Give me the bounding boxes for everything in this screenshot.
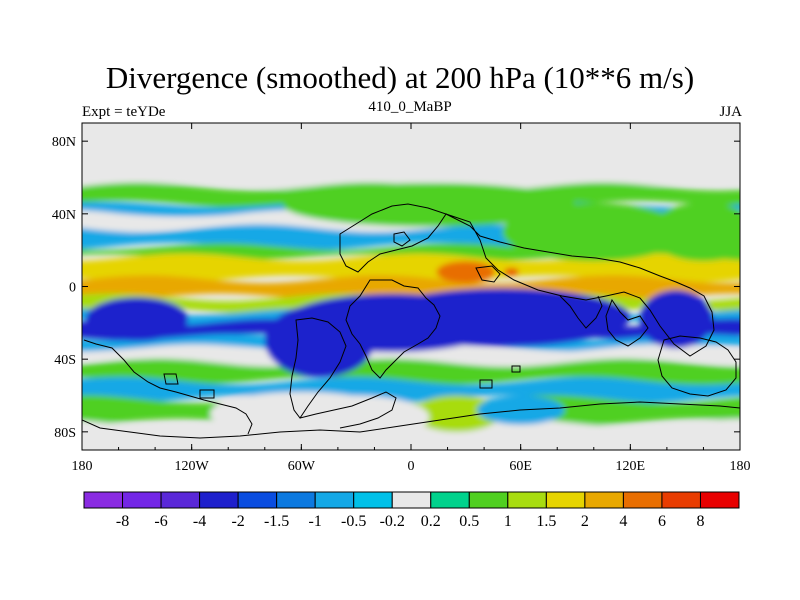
colorbar-swatch [699, 491, 740, 509]
colorbar-swatch [507, 491, 547, 509]
contour-feature [283, 395, 430, 440]
y-tick-label: 0 [69, 281, 76, 296]
experiment-label: Expt = teYDe [82, 104, 166, 120]
colorbar-label: -6 [154, 513, 167, 530]
colorbar-label: 8 [696, 513, 704, 530]
coastline-europe [339, 203, 447, 273]
contour-feature [412, 395, 501, 432]
colorbar-label: -1 [309, 513, 322, 530]
page-title: Divergence (smoothed) at 200 hPa (10**6 … [105, 60, 695, 95]
contour-feature [436, 261, 496, 283]
contour-feature [85, 297, 189, 342]
coastline-central-america [83, 339, 253, 435]
colorbar-label: 4 [619, 513, 627, 530]
colorbar: -8 -6 -4 -2 -1.5 -1 -0.5 -0.2 0.2 0.5 1 1.5 2 4 6 8 [83, 491, 740, 530]
coastline-asia [445, 213, 715, 357]
contour-band [82, 123, 740, 191]
x-tick-label: 180 [72, 459, 93, 474]
x-tick-label: 180 [730, 459, 751, 474]
x-tick-label: 120W [175, 459, 210, 474]
colorbar-swatch [661, 491, 701, 509]
colorbar-label: -2 [231, 513, 244, 530]
contour-feature [504, 268, 519, 276]
colorbar-swatch [353, 491, 393, 509]
contour-feature [648, 202, 740, 262]
contour-field [82, 123, 740, 450]
contour-feature [374, 288, 631, 347]
x-tick-label: 60W [288, 459, 316, 474]
contour-feature [502, 202, 686, 262]
colorbar-swatch [160, 491, 201, 509]
colorbar-swatch [584, 491, 624, 509]
coastline-maritime-continent [605, 298, 649, 347]
contour-feature [283, 182, 576, 227]
time-period-label: 410_0_MaBP [368, 99, 452, 115]
colorbar-label: -1.5 [264, 513, 289, 530]
coastline-africa [345, 279, 441, 379]
colorbar-label: 2 [581, 513, 589, 530]
colorbar-label: 0.2 [421, 513, 441, 530]
colorbar-label: -4 [193, 513, 206, 530]
coastline-greenland [393, 231, 411, 247]
coastline-australia [657, 335, 737, 397]
colorbar-swatch [622, 491, 663, 509]
colorbar-label: 1 [504, 513, 512, 530]
contour-band [82, 253, 740, 284]
x-tick-label: 0 [408, 459, 415, 474]
coastline-pacific-islands [163, 365, 521, 399]
season-label: JJA [719, 104, 742, 120]
y-tick-label: 80S [54, 426, 76, 441]
map-area: 180 120W 60W 0 60E 120E 180 80N 40N 0 40S 80S [52, 122, 751, 474]
y-tick-label: 40S [54, 353, 76, 368]
colorbar-label: 6 [658, 513, 666, 530]
colorbar-swatch [545, 491, 586, 509]
coastline-arabia [475, 265, 501, 283]
colorbar-label: -8 [116, 513, 129, 530]
colorbar-swatch [276, 491, 316, 509]
colorbar-swatch [468, 491, 509, 509]
colorbar-swatch [199, 491, 239, 509]
x-tick-label: 60E [509, 459, 532, 474]
colorbar-label: -0.2 [380, 513, 405, 530]
coastline-patagonia [299, 391, 397, 429]
colorbar-swatch [122, 491, 162, 509]
y-tick-label: 80N [52, 135, 76, 150]
colorbar-label: 0.5 [459, 513, 479, 530]
colorbar-label: 1.5 [536, 513, 556, 530]
axis-ticks: 180 120W 60W 0 60E 120E 180 80N 40N 0 40S 80S [52, 123, 751, 474]
y-tick-label: 40N [52, 208, 76, 223]
contour-feature [639, 290, 713, 349]
x-tick-label: 120E [616, 459, 646, 474]
contour-band [82, 243, 740, 261]
coastline-outlines [82, 203, 740, 439]
contour-band [82, 344, 740, 367]
coastline-antarctica [82, 401, 740, 439]
contour-bands [82, 123, 740, 450]
coastline-indian-subcontinent [559, 295, 603, 329]
colorbar-swatch [83, 491, 124, 509]
coastline-south-america [289, 317, 347, 419]
colorbar-swatch [430, 491, 470, 509]
colorbar-swatch [237, 491, 278, 509]
colorbar-label: -0.5 [341, 513, 366, 530]
contour-band [82, 358, 740, 385]
colorbar-swatch [391, 491, 432, 509]
colorbar-swatch [314, 491, 355, 509]
